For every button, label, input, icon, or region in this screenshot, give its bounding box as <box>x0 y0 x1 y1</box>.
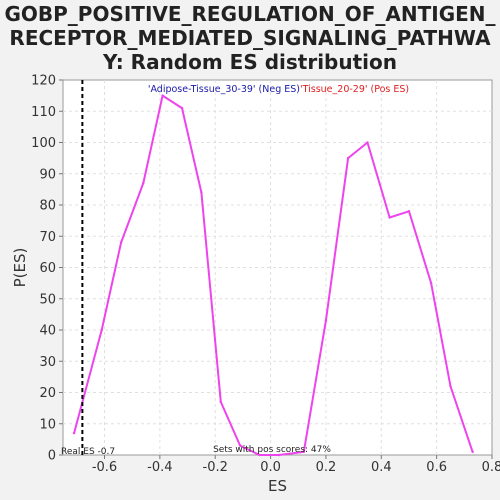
x-tick-label: -0.6 <box>92 460 117 475</box>
y-tick-label: 50 <box>39 292 56 307</box>
y-tick-label: 90 <box>39 167 56 182</box>
grid <box>59 79 493 459</box>
data-point <box>346 156 350 160</box>
pos-es-label: 'Tissue_20-29' (Pos ES) <box>300 84 409 95</box>
x-tick-label: -0.4 <box>147 460 172 475</box>
data-point <box>471 450 474 454</box>
y-tick-label: 80 <box>39 199 56 214</box>
x-tick-label: 0.0 <box>260 460 281 475</box>
data-point <box>219 400 222 404</box>
y-tick-label: 110 <box>31 105 56 120</box>
y-tick-label: 120 <box>31 74 56 89</box>
data-point <box>180 106 184 110</box>
x-tick-label: 0.8 <box>482 460 500 475</box>
x-tick-labels: -0.6 -0.4 -0.2 0.0 0.2 0.4 0.6 0.8 <box>92 460 500 475</box>
real-es-label: Real ES -0.7 <box>61 447 115 457</box>
data-point <box>142 181 145 185</box>
y-tick-label: 100 <box>31 136 56 151</box>
x-tick-label: 0.6 <box>426 460 447 475</box>
data-point <box>161 94 164 97</box>
y-tick-label: 30 <box>39 355 56 370</box>
y-tick-label: 70 <box>39 230 56 245</box>
x-tick-label: -0.2 <box>203 460 228 475</box>
pos-scores-label: Sets with pos scores: 47% <box>213 445 331 455</box>
x-tick-label: 0.4 <box>371 460 392 475</box>
x-axis-label: ES <box>268 477 287 495</box>
neg-es-label: 'Adipose-Tissue_30-39' (Neg ES) <box>148 84 300 95</box>
data-point <box>324 319 328 322</box>
y-tick-label: 20 <box>39 386 56 401</box>
chart-title: GOBP_POSITIVE_REGULATION_OF_ANTIGEN_ REC… <box>0 0 500 74</box>
data-point <box>366 141 369 144</box>
data-point <box>258 453 261 457</box>
series-layer <box>72 94 474 457</box>
y-tick-labels: 0 10 20 30 40 50 60 70 80 90 100 110 120 <box>31 74 56 464</box>
y-tick-label: 0 <box>48 449 56 464</box>
data-point <box>72 431 76 435</box>
y-tick-label: 40 <box>39 324 56 339</box>
data-point <box>302 450 305 454</box>
data-point <box>429 281 433 285</box>
title-line-3: Y: Random ES distribution <box>102 50 398 74</box>
data-point <box>200 191 203 194</box>
title-line-1: GOBP_POSITIVE_REGULATION_OF_ANTIGEN_ <box>4 2 496 26</box>
y-axis-label: P(ES) <box>11 248 29 288</box>
y-tick-label: 60 <box>39 261 56 276</box>
data-point <box>449 385 452 388</box>
data-point <box>119 241 123 244</box>
title-line-2: RECEPTOR_MEDIATED_SIGNALING_PATHWA <box>9 26 491 50</box>
data-point <box>277 453 281 457</box>
plot-area <box>62 79 493 456</box>
data-point <box>100 328 103 332</box>
distribution-line <box>73 94 474 456</box>
data-point <box>238 444 242 447</box>
x-tick-label: 0.2 <box>316 460 337 475</box>
data-point <box>388 216 391 219</box>
data-point <box>407 210 411 213</box>
y-tick-label: 10 <box>39 417 56 432</box>
